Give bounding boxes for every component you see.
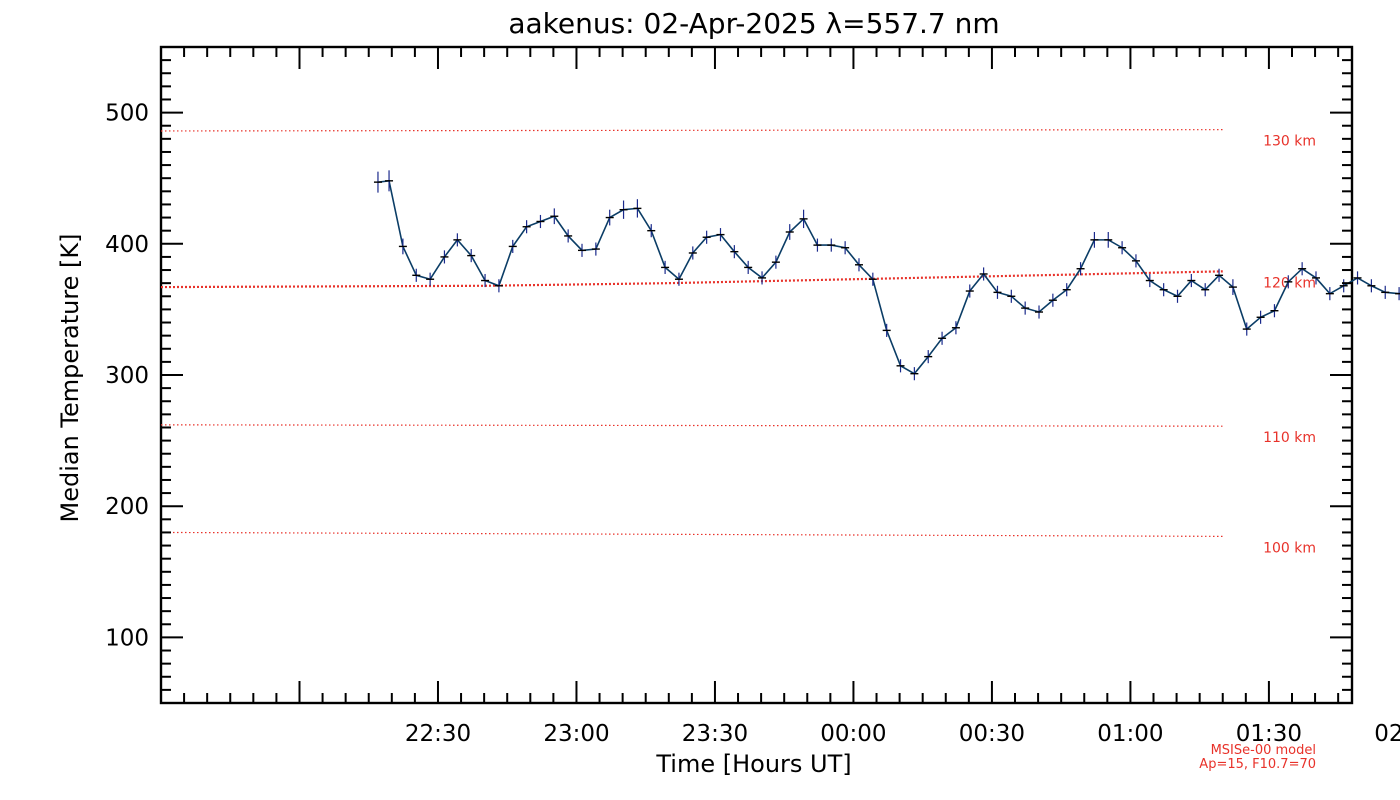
x-tick-label: 00:30 xyxy=(959,721,1025,747)
series-line xyxy=(377,179,1400,375)
y-tick-label: 200 xyxy=(105,494,149,520)
reference-line-label: 120 km xyxy=(1263,275,1316,291)
y-axis-label: Median Temperature [K] xyxy=(56,233,84,522)
reference-line xyxy=(160,424,1223,427)
plot-border xyxy=(159,45,1354,705)
x-tick-label: 02:00 xyxy=(1374,721,1400,747)
x-tick-label: 23:30 xyxy=(682,721,748,747)
plot-frame xyxy=(159,45,1354,705)
x-tick-label: 23:00 xyxy=(543,721,609,747)
reference-line-label: 110 km xyxy=(1263,430,1316,446)
x-tick-label: 01:00 xyxy=(1097,721,1163,747)
chart-title: aakenus: 02-Apr-2025 λ=557.7 nm xyxy=(508,7,999,40)
reference-line-label: 100 km xyxy=(1263,540,1316,556)
y-tick-label: 500 xyxy=(105,101,149,127)
x-tick-label: 00:00 xyxy=(820,721,886,747)
reference-line xyxy=(160,270,1223,289)
x-tick-label: 22:30 xyxy=(405,721,471,747)
reference-line xyxy=(160,531,1223,537)
model-note-line-2: Ap=15, F10.7=70 xyxy=(1199,757,1316,772)
model-note-line-1: MSISe-00 model xyxy=(1211,743,1316,758)
series-layer xyxy=(373,170,1400,381)
reference-line xyxy=(160,129,1223,132)
y-tick-label: 300 xyxy=(105,363,149,389)
y-tick-label: 100 xyxy=(105,625,149,651)
y-tick-label: 400 xyxy=(105,232,149,258)
reference-lines: 130 km 120 km 110 km 100 km xyxy=(160,129,1316,556)
reference-line-label: 130 km xyxy=(1263,134,1316,150)
x-tick-label: 01:30 xyxy=(1236,721,1302,747)
axis-ticks: 100 200 300 400 500 22:30 23:00 23:30 00:00 00:30… xyxy=(105,47,1400,747)
x-axis-label: Time [Hours UT] xyxy=(655,750,851,778)
